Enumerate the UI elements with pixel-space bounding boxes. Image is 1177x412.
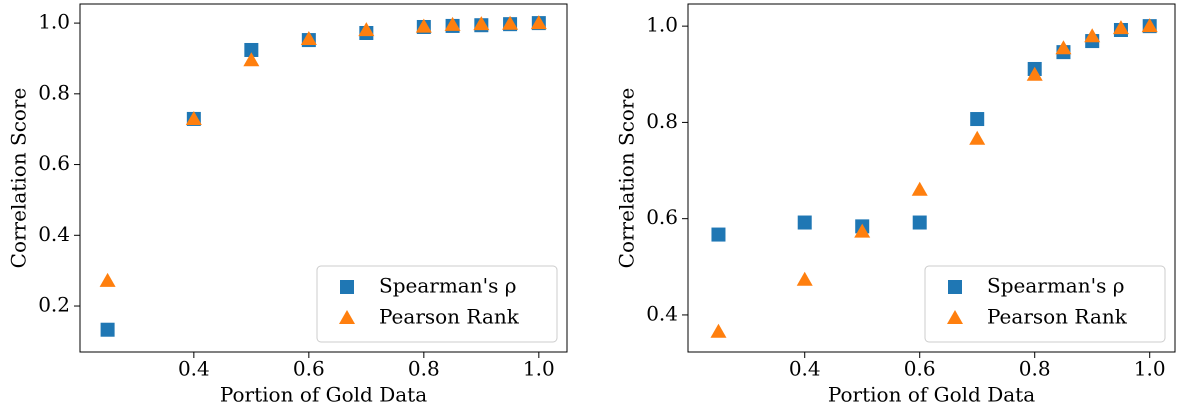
x-tick-label: 1.0	[523, 357, 555, 381]
point	[185, 110, 202, 125]
y-tick-label: 0.8	[646, 109, 678, 133]
point	[444, 16, 461, 31]
legend-label: Pearson Rank	[987, 305, 1128, 329]
point	[1141, 18, 1158, 33]
point	[912, 215, 927, 230]
x-axis-label: Portion of Gold Data	[828, 383, 1035, 407]
point	[358, 22, 375, 37]
y-tick-label: 1.0	[38, 10, 70, 34]
point	[1026, 66, 1043, 81]
point	[854, 223, 871, 238]
point	[502, 15, 519, 30]
y-tick-label: 0.4	[38, 222, 70, 246]
point	[1055, 40, 1072, 55]
point	[244, 42, 259, 57]
y-tick-label: 1.0	[646, 13, 678, 37]
point	[243, 52, 260, 67]
x-axis-label: Portion of Gold Data	[220, 383, 427, 407]
y-axis-label: Correlation Score	[615, 88, 639, 269]
x-tick-label: 0.4	[178, 357, 210, 381]
point	[99, 272, 116, 287]
point	[415, 18, 432, 33]
point	[797, 215, 812, 230]
y-tick-label: 0.6	[38, 151, 70, 175]
legend-label: Spearman's ρ	[987, 274, 1124, 298]
legend-label: Spearman's ρ	[379, 274, 516, 298]
point	[969, 130, 986, 145]
y-tick-label: 0.2	[38, 293, 70, 317]
x-tick-label: 0.6	[904, 357, 936, 381]
point	[911, 181, 928, 196]
y-tick-label: 0.6	[646, 205, 678, 229]
y-tick-label: 0.8	[38, 80, 70, 104]
point	[1112, 20, 1129, 35]
point	[711, 227, 726, 242]
point	[300, 31, 317, 46]
legend-label: Pearson Rank	[379, 305, 520, 329]
x-tick-label: 0.8	[408, 357, 440, 381]
x-tick-label: 0.6	[293, 357, 325, 381]
point	[970, 112, 985, 127]
x-tick-label: 0.4	[789, 357, 821, 381]
plot-frame	[687, 3, 1176, 353]
x-tick-label: 1.0	[1134, 357, 1166, 381]
y-axis-label: Correlation Score	[7, 88, 31, 269]
point	[100, 322, 115, 337]
plot-frame	[79, 3, 568, 353]
legend-marker	[947, 310, 963, 324]
legend-box	[316, 265, 558, 343]
point	[473, 16, 490, 31]
y-tick-label: 0.4	[646, 301, 678, 325]
x-tick-label: 0.8	[1019, 357, 1051, 381]
legend-marker	[340, 280, 354, 294]
legend-marker	[339, 310, 355, 324]
legend-marker	[948, 280, 962, 294]
point	[710, 323, 727, 338]
point	[1084, 28, 1101, 43]
point	[796, 271, 813, 286]
point	[530, 15, 547, 30]
legend-box	[924, 265, 1166, 343]
